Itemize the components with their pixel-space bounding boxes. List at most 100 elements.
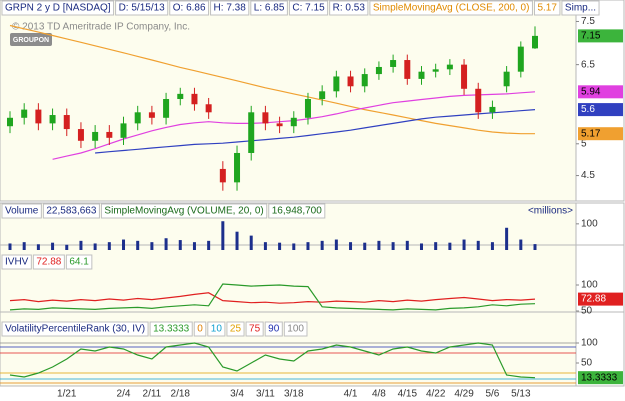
series-line <box>95 109 536 154</box>
volume-bar <box>334 239 338 250</box>
header-box <box>268 203 326 219</box>
candle-body <box>234 152 241 183</box>
volume-bar <box>207 240 211 250</box>
volume-bar <box>22 242 26 250</box>
y-tick-label: 7.5 <box>581 16 595 27</box>
candle-body <box>446 64 453 70</box>
y-tick-label: 5 <box>581 138 587 149</box>
x-tick-label: 1/21 <box>57 389 77 400</box>
y-tick-label: 50 <box>581 358 593 369</box>
volume-bar <box>349 242 353 250</box>
header-box <box>533 0 561 16</box>
candle-body <box>347 76 354 87</box>
volume-bar <box>533 244 537 250</box>
y-tick-label: 6.5 <box>581 59 595 70</box>
candle-body <box>290 117 297 127</box>
volume-bar <box>122 239 126 250</box>
value-badge-label: 5.94 <box>581 86 601 97</box>
candle-body <box>21 109 28 118</box>
volume-bar <box>65 244 69 250</box>
header-label: Simp... <box>565 3 596 14</box>
candle-body <box>205 104 212 113</box>
volume-bar <box>278 242 282 250</box>
candle-body <box>432 69 439 72</box>
candle-body <box>276 123 283 127</box>
header-box <box>288 0 329 16</box>
candle-body <box>63 115 70 130</box>
candle-body <box>163 99 170 118</box>
volume-bar <box>434 242 438 250</box>
volume-bar <box>306 242 310 250</box>
volume-bar <box>178 240 182 250</box>
volume-bar <box>79 240 83 250</box>
value-badge <box>578 85 623 99</box>
x-tick-label: 5/13 <box>511 389 531 400</box>
value-badge-label: 5.17 <box>581 128 601 139</box>
candle-body <box>503 71 510 87</box>
x-tick-label: 4/15 <box>398 389 418 400</box>
candle-body <box>375 66 382 75</box>
candle-body <box>77 129 84 141</box>
volume-bar <box>221 221 225 250</box>
series-line <box>9 292 536 304</box>
header-box <box>226 321 245 337</box>
header-box <box>100 203 268 219</box>
candle-body <box>134 112 141 124</box>
volume-bar <box>107 242 111 250</box>
header-box <box>369 0 533 16</box>
header-label: 25 <box>230 324 242 335</box>
header-label: VolatilityPercentileRank (30, IV) <box>5 324 145 335</box>
header-label: IVHV <box>5 257 29 268</box>
candle-body <box>191 93 198 105</box>
volume-bar <box>519 239 523 250</box>
header-label: 100 <box>287 324 304 335</box>
volume-bar <box>505 227 509 250</box>
value-badge-label: 72.88 <box>581 294 606 305</box>
axis-background <box>575 202 625 252</box>
volume-bar <box>292 243 296 250</box>
header-label: 16,948,700 <box>272 206 322 217</box>
header-label: 64.1 <box>69 257 89 268</box>
volume-bar <box>320 240 324 250</box>
volume-bar <box>235 231 239 250</box>
y-tick-label: 100 <box>581 218 598 229</box>
value-badge-label: 5.6 <box>581 104 595 115</box>
header-label: 10 <box>211 324 223 335</box>
series-line <box>9 283 536 311</box>
header-box <box>115 0 169 16</box>
volume-bar <box>263 242 267 250</box>
header-label: 90 <box>268 324 280 335</box>
header-label: SimpleMovingAvg (CLOSE, 200, 0) <box>373 3 530 14</box>
candle-body <box>262 112 269 124</box>
units-label: <millions> <box>528 206 573 217</box>
header-label: H: 7.38 <box>214 3 247 14</box>
header-label: SimpleMovingAvg (VOLUME, 20, 0) <box>104 206 263 217</box>
series-line <box>9 24 535 135</box>
header-label: Volume <box>5 206 39 217</box>
candle-body <box>92 131 99 141</box>
header-label: L: 6.85 <box>254 3 285 14</box>
y-tick-label: 4.5 <box>581 170 595 181</box>
header-box <box>1 321 149 337</box>
candle-body <box>517 46 524 72</box>
header-box <box>42 203 100 219</box>
volume-bar <box>448 242 452 250</box>
y-tick-label: 50 <box>581 306 593 317</box>
value-badge <box>578 103 623 117</box>
candle-body <box>489 106 496 113</box>
x-tick-label: 4/8 <box>372 389 386 400</box>
candle-body <box>248 112 255 153</box>
header-box <box>210 0 250 16</box>
header-box <box>264 321 283 337</box>
value-badge <box>578 29 623 43</box>
volume-bar <box>462 239 466 250</box>
value-badge <box>578 127 623 141</box>
x-tick-label: 3/11 <box>256 389 275 400</box>
volume-bar <box>136 240 140 250</box>
volume-bar <box>363 242 367 250</box>
header-label: 75 <box>249 324 261 335</box>
candle-body <box>219 168 226 183</box>
candle-body <box>532 35 538 49</box>
candle-body <box>361 74 368 87</box>
